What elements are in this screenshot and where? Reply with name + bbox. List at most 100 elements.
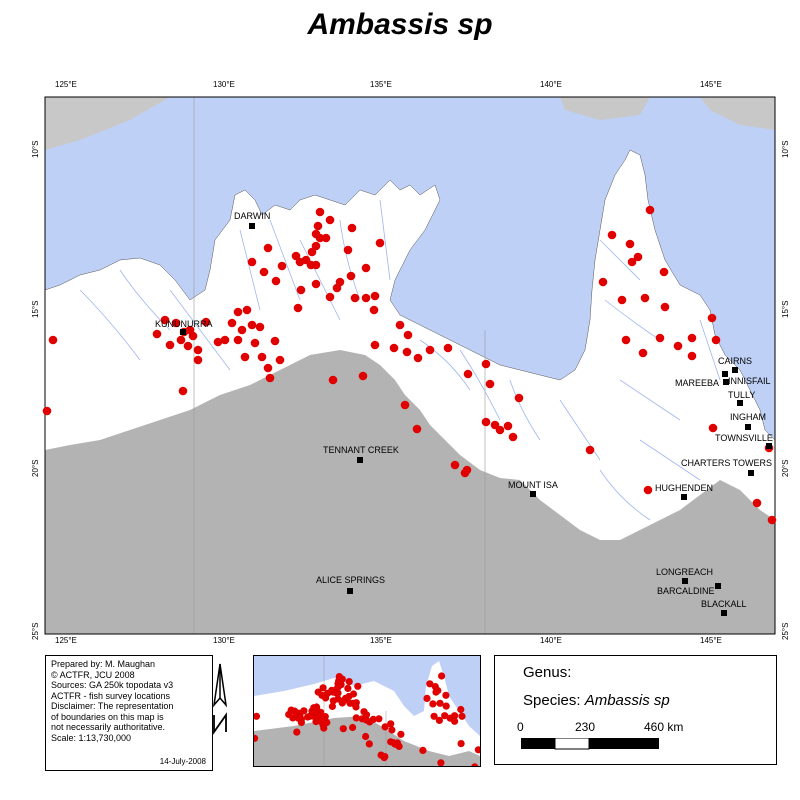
species-value: Ambassis sp [584, 692, 670, 709]
record-point [450, 460, 460, 470]
scale-bar [521, 738, 659, 750]
credits-line: Disclaimer: The representation [51, 701, 174, 711]
inset-record-point [358, 715, 366, 723]
town-marker [715, 583, 721, 589]
record-point [687, 351, 697, 361]
island-north-west [45, 97, 170, 150]
north-arrow-icon [212, 663, 228, 735]
town-label: HUGHENDEN [655, 483, 713, 493]
lon-ticks-bottom: 125°E 130°E 135°E 140°E 145°E [55, 636, 722, 645]
inset-record-point [293, 728, 301, 736]
inset-record-point [380, 754, 388, 762]
lon-tick: 130°E [213, 80, 235, 89]
town-marker [745, 424, 751, 430]
inset-record-point [352, 714, 360, 722]
record-point [361, 293, 371, 303]
inset-record-point [323, 718, 331, 727]
record-point [250, 338, 260, 348]
lon-ticks-top: 125°E 130°E 135°E 140°E 145°E [55, 80, 722, 89]
species-line: Species: Ambassis sp [523, 692, 670, 709]
record-point [660, 302, 670, 312]
record-point [42, 406, 52, 416]
inset-record-point [457, 740, 465, 748]
record-point [402, 347, 412, 357]
inset-record-point [254, 712, 261, 720]
town-label: DARWIN [234, 211, 270, 221]
record-point [627, 257, 637, 267]
lat-tick: 25°S [31, 623, 40, 640]
record-point [514, 393, 524, 403]
record-point [400, 400, 410, 410]
inset-record-point [434, 687, 442, 695]
town-label: LONGREACH [656, 567, 713, 577]
town-marker [682, 578, 688, 584]
record-point [240, 352, 250, 362]
record-point [598, 277, 608, 287]
credits-line: not necessarily authoritative. [51, 722, 166, 732]
inland-region [45, 350, 775, 634]
inset-record-point [322, 694, 330, 702]
inset-record-point [365, 740, 373, 748]
record-point [687, 333, 697, 343]
record-point [707, 313, 717, 323]
inset-record-point [442, 691, 450, 699]
credits-box: Prepared by: M. Maughan © ACTFR, JCU 200… [45, 655, 228, 771]
town-label: TENNANT CREEK [323, 445, 399, 455]
legend-box: Genus: Species: Ambassis sp 0 230 460 km [494, 655, 777, 765]
record-point [325, 292, 335, 302]
inset-record-point [395, 742, 403, 750]
island-north-east [560, 97, 650, 120]
inset-record-point [341, 694, 350, 702]
record-point [271, 276, 281, 286]
record-point [311, 279, 321, 289]
record-point [395, 320, 405, 330]
inset-record-point [471, 763, 479, 766]
record-point [263, 243, 273, 253]
lat-tick: 15°S [781, 301, 790, 318]
record-point [315, 207, 325, 217]
inset-record-point [458, 712, 466, 720]
record-point [708, 423, 718, 433]
lon-tick: 125°E [55, 80, 77, 89]
record-point [242, 305, 252, 315]
inset-record-point [321, 713, 329, 721]
scale-label-1: 230 [575, 720, 596, 734]
record-point [633, 252, 643, 262]
record-point [315, 233, 325, 243]
inset-record-point [349, 690, 358, 698]
record-point [659, 267, 669, 277]
record-point [257, 352, 267, 362]
record-point [296, 285, 306, 295]
inset-record-point [442, 702, 450, 710]
town-marker [357, 457, 363, 463]
record-point [625, 239, 635, 249]
record-point [152, 329, 162, 339]
main-map: 125°E 130°E 135°E 140°E 145°E 125°E 130°… [31, 80, 790, 645]
record-point [307, 247, 317, 257]
record-point [673, 341, 683, 351]
record-point [655, 333, 665, 343]
record-point [311, 260, 321, 270]
town-marker [748, 470, 754, 476]
record-point [370, 291, 380, 301]
town-marker [347, 588, 353, 594]
towns: DARWIN KUNUNURRA TENNANT CREEK ALICE SPR… [155, 211, 773, 616]
record-point [343, 245, 353, 255]
map-frame [44, 96, 776, 635]
record-point [443, 343, 453, 353]
inset-record-point [474, 746, 480, 754]
lon-tick: 125°E [55, 636, 77, 645]
inset-record-point [381, 723, 389, 731]
lat-tick: 10°S [781, 141, 790, 158]
island-new-guinea [700, 97, 775, 130]
record-point [711, 335, 721, 345]
town-marker [180, 329, 186, 335]
record-point [270, 336, 280, 346]
inset-record-point [338, 675, 346, 683]
town-marker [737, 400, 743, 406]
town-label: BLACKALL [701, 599, 747, 609]
inset-record-point [349, 723, 357, 732]
inset-record-point [328, 702, 336, 710]
record-point [227, 318, 237, 328]
record-point [358, 371, 368, 381]
